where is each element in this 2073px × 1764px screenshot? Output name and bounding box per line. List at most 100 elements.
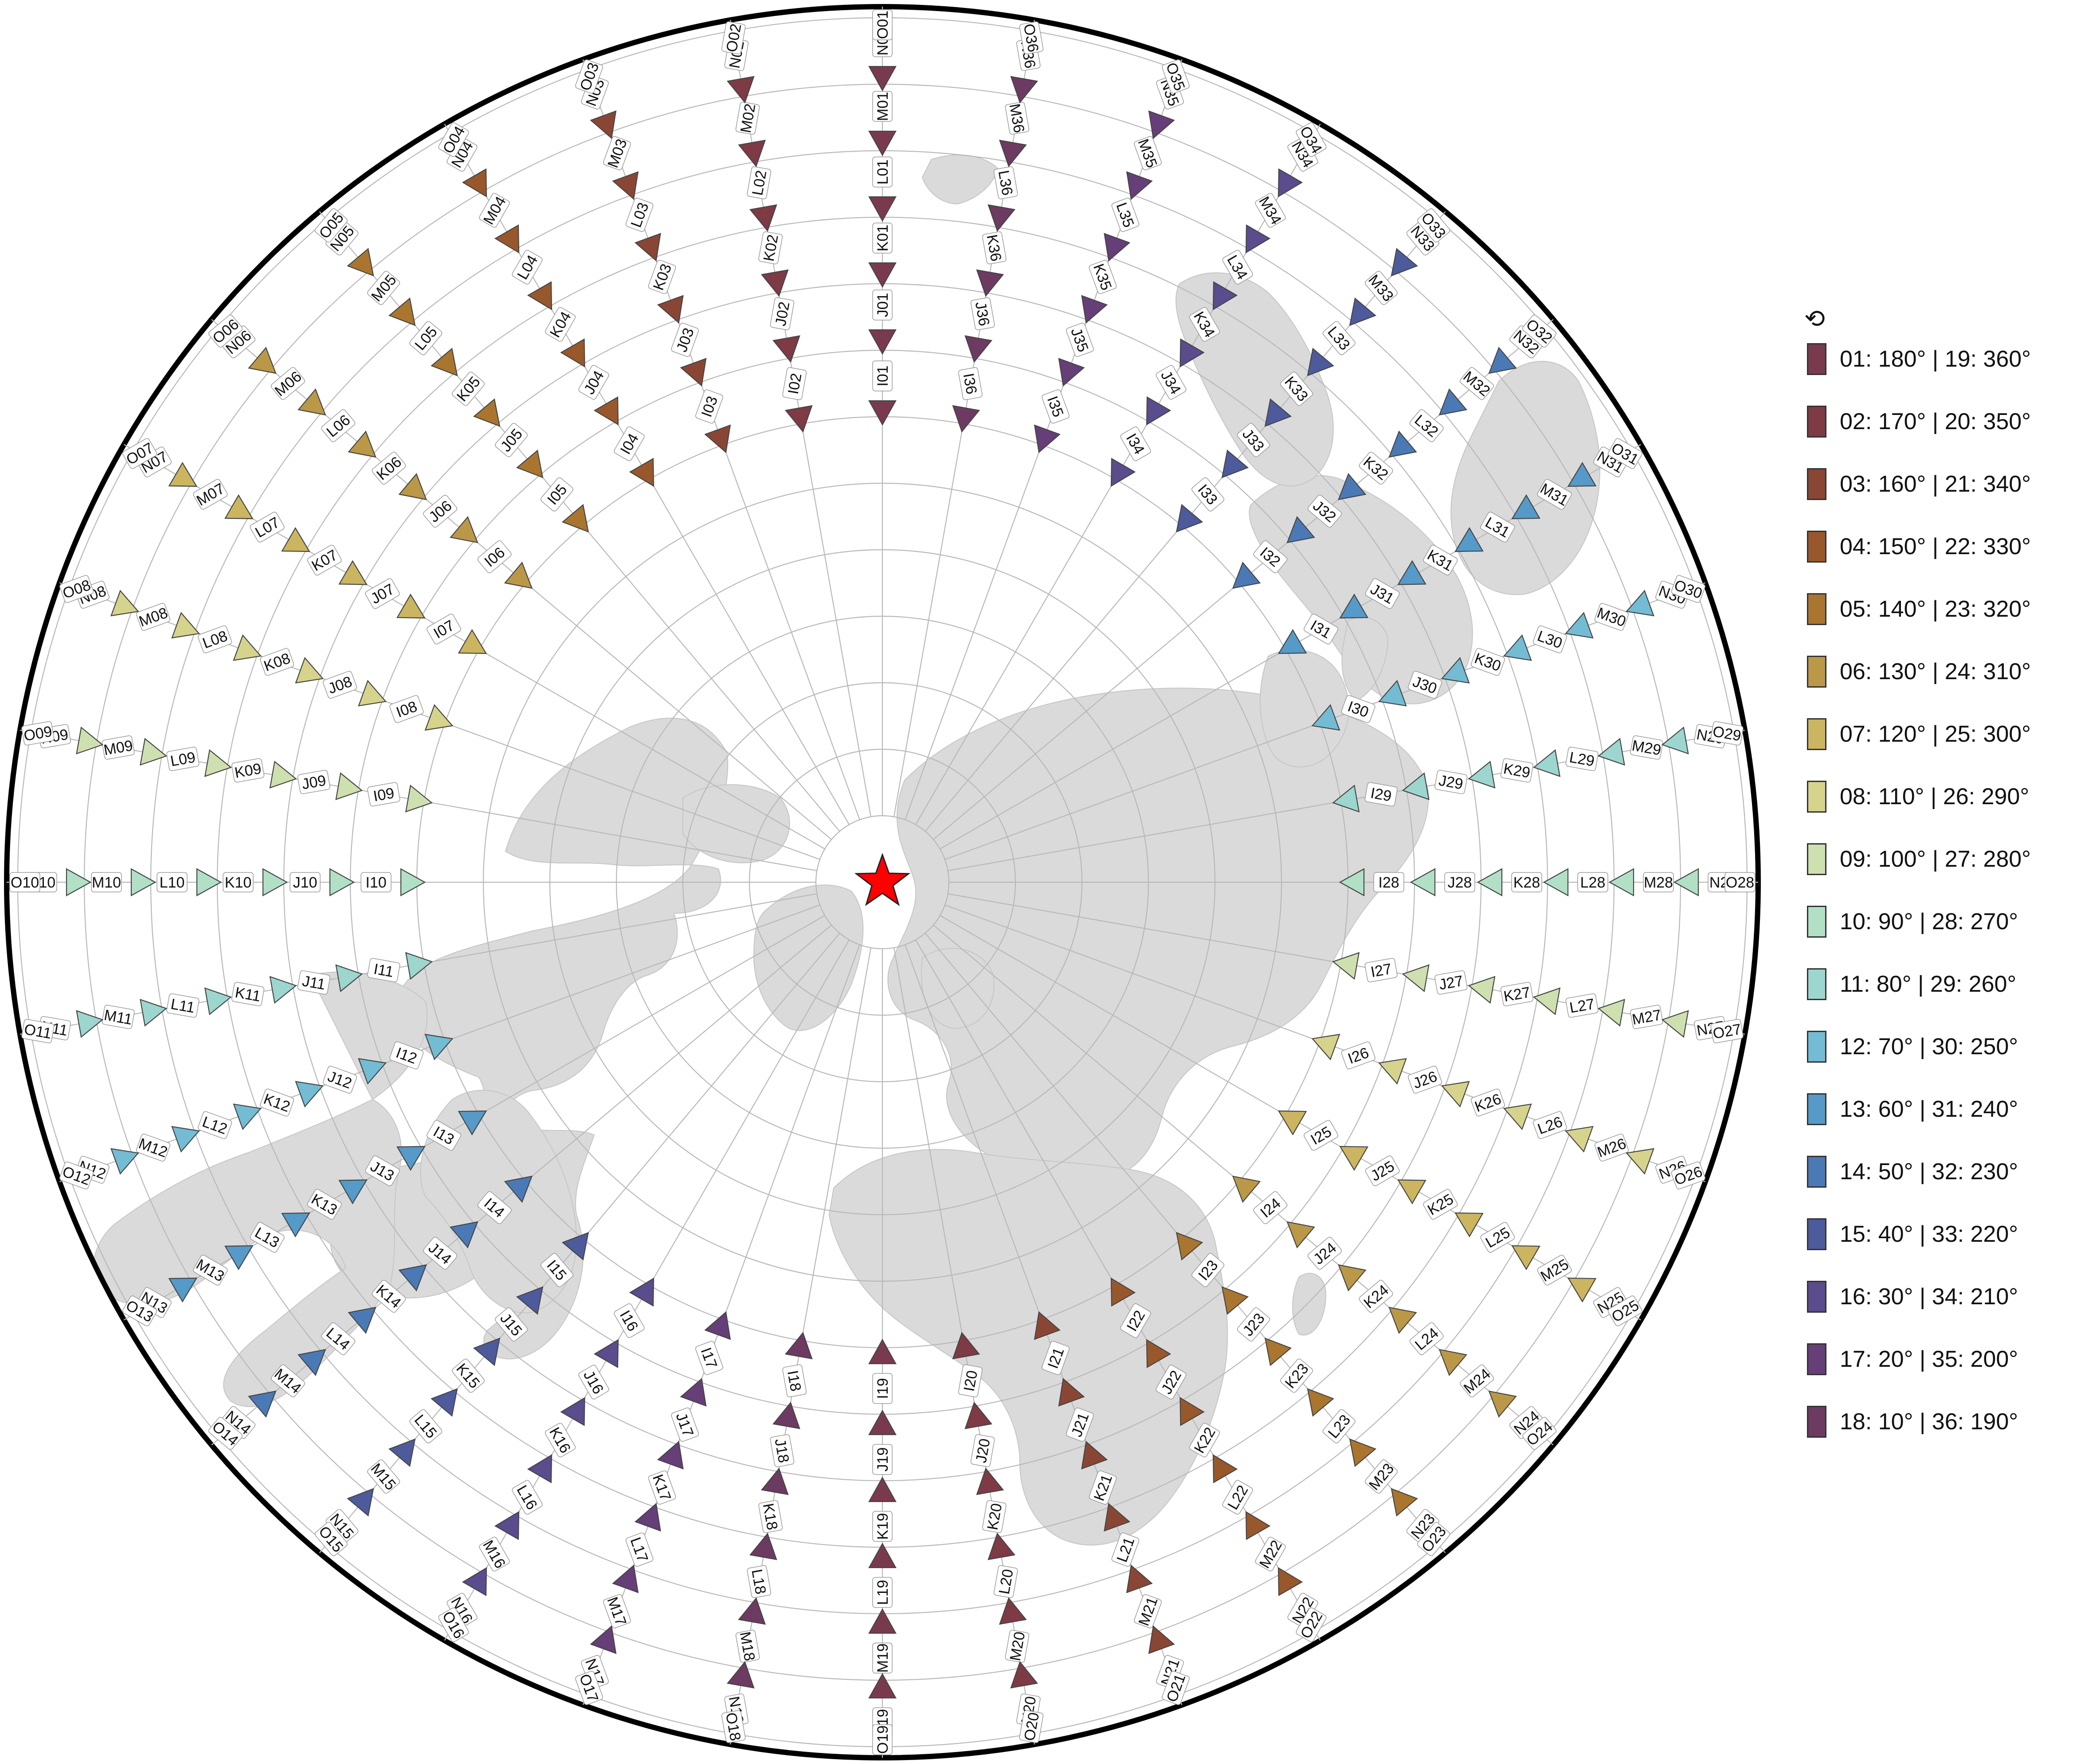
station-label: K36 <box>982 231 1007 265</box>
station-label: O01 <box>872 9 893 40</box>
station-i28: I28 <box>1339 868 1404 896</box>
station-l18: L18 <box>747 1533 777 1598</box>
station-triangle-icon <box>516 1286 544 1315</box>
station-label-box <box>1307 1236 1342 1270</box>
station-label: O18 <box>721 1710 746 1743</box>
station-label-text: J10 <box>293 874 317 891</box>
station-label: L11 <box>166 993 200 1018</box>
station-label: K20 <box>982 1500 1007 1533</box>
legend-item: 17: 20° | 35: 200° <box>1807 1343 2073 1375</box>
station-label: L23 <box>1322 1409 1356 1443</box>
station-label-box <box>1460 367 1494 400</box>
station-label-box <box>427 1120 461 1151</box>
station-triangle-icon <box>1441 1081 1470 1108</box>
station-o27: O27 <box>1710 1019 1744 1044</box>
station-triangle-icon <box>952 405 980 433</box>
station-label-box <box>1409 1322 1444 1355</box>
station-triangle-icon <box>1110 458 1136 487</box>
land-layer <box>93 154 1731 1546</box>
station-l28: L28 <box>1543 868 1608 896</box>
legend-swatch <box>1807 405 1826 438</box>
legend-label: 04: 150° | 22: 330° <box>1840 533 2031 559</box>
station-label: O11 <box>21 1019 55 1044</box>
station-label-text: M19 <box>874 1643 891 1673</box>
legend-label: 13: 60° | 31: 240° <box>1840 1096 2018 1122</box>
land-australia <box>1450 361 1600 595</box>
station-i10: I10 <box>361 868 426 896</box>
station-triangle-icon <box>233 1103 262 1130</box>
station-m36: M36 <box>999 102 1030 168</box>
station-label-box <box>1365 578 1400 609</box>
station-label-text: J11 <box>301 973 327 993</box>
station-o02: O02 <box>721 21 746 55</box>
station-label: J25 <box>1365 1155 1400 1186</box>
land-arctic-islands <box>682 784 790 864</box>
station-triangle-icon <box>1402 772 1430 800</box>
station-label: K02 <box>758 231 783 265</box>
station-triangle-icon <box>1468 976 1496 1004</box>
station-label-box <box>512 250 543 285</box>
legend-item: 02: 170° | 20: 350° <box>1807 405 2073 438</box>
station-triangle-icon <box>1104 1502 1131 1532</box>
station-label: K27 <box>1500 982 1534 1006</box>
station-i27: I27 <box>1332 952 1398 982</box>
station-label-box <box>1373 872 1404 892</box>
station-triangle-icon <box>196 868 222 896</box>
station-triangle-icon <box>76 1010 104 1038</box>
station-l07: L07 <box>250 512 310 552</box>
legend-item: 05: 140° | 23: 320° <box>1807 593 2073 625</box>
station-label: I21 <box>1042 1341 1070 1375</box>
station-triangle-icon <box>504 561 533 589</box>
station-label-box <box>1671 575 1705 603</box>
station-label: L29 <box>1565 747 1599 771</box>
station-triangle-icon <box>760 1467 789 1495</box>
station-label-box <box>1120 1303 1151 1338</box>
station-label-text: I09 <box>372 785 396 805</box>
station-triangle-icon <box>224 494 254 520</box>
station-j18: J18 <box>770 1401 800 1467</box>
station-triangle-icon <box>868 1476 897 1502</box>
station-label-box <box>603 1594 631 1628</box>
station-label: M32 <box>1460 367 1494 400</box>
station-label-box <box>1296 1607 1327 1642</box>
station-triangle-icon <box>398 1264 427 1292</box>
station-triangle-icon <box>168 1277 198 1303</box>
station-label-box <box>512 1480 543 1515</box>
station-triangle-icon <box>1661 1010 1689 1038</box>
station-label-box <box>770 1434 795 1467</box>
station-triangle-icon <box>140 998 168 1027</box>
station-label-text: L28 <box>1580 874 1606 891</box>
station-triangle-icon <box>527 281 553 310</box>
station-triangle-icon <box>450 516 478 544</box>
station-k21: K21 <box>1081 1440 1117 1505</box>
station-label-box <box>250 1222 285 1253</box>
station-triangle-icon <box>1338 1264 1367 1292</box>
station-i26: I26 <box>1311 1033 1375 1069</box>
station-label-text: L10 <box>160 874 185 891</box>
station-k29: K29 <box>1468 758 1534 789</box>
station-label-box <box>1255 193 1286 228</box>
station-label-box <box>1189 307 1220 342</box>
station-label-box <box>307 544 342 576</box>
station-triangle-icon <box>1245 1511 1271 1540</box>
station-label-box <box>452 1358 485 1393</box>
station-triangle-icon <box>1438 388 1468 416</box>
station-m32: M32 <box>1438 367 1494 416</box>
station-label: K18 <box>758 1500 783 1533</box>
station-label-text: I27 <box>1369 960 1393 981</box>
station-label-text: I01 <box>874 365 891 386</box>
station-label-box <box>122 1295 157 1326</box>
station-label: L27 <box>1565 993 1599 1018</box>
legend-swatch <box>1807 1093 1826 1125</box>
station-triangle-icon <box>1511 494 1540 520</box>
legend-item: 14: 50° | 32: 230° <box>1807 1155 2073 1188</box>
station-label: O36 <box>1019 21 1044 55</box>
station-l36: L36 <box>988 166 1018 232</box>
station-label-box <box>479 1537 510 1572</box>
station-label: J19 <box>872 1444 893 1475</box>
station-triangle-icon <box>398 473 427 501</box>
station-label-box <box>872 1511 893 1542</box>
station-triangle-icon <box>1454 1212 1484 1238</box>
station-label-box <box>361 872 392 892</box>
